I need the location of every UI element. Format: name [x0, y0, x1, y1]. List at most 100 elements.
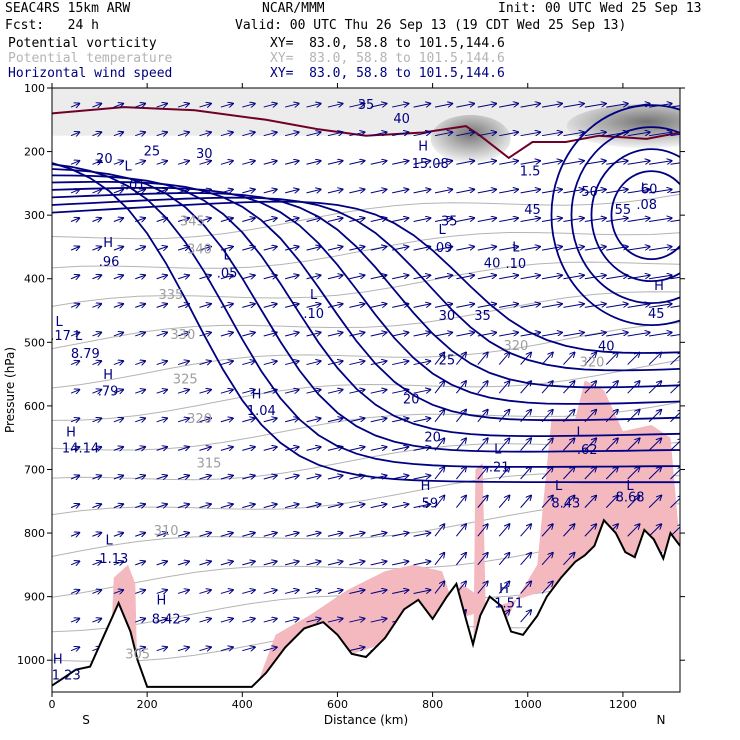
wind-vector [327, 104, 343, 108]
wind-speed-label: 40 [393, 112, 410, 127]
field-pv-name: Potential vorticity [8, 36, 157, 51]
wind-vector [392, 390, 408, 394]
x-tick-label: 400 [232, 698, 253, 711]
wind-vector [520, 467, 531, 480]
wind-vector [541, 581, 553, 594]
wind-vector [413, 132, 431, 137]
wind-vector [541, 410, 553, 423]
wind-vector [199, 332, 210, 336]
wind-vector [413, 247, 431, 251]
wind-vector [392, 132, 408, 136]
wind-vector [199, 218, 210, 222]
wind-vector [606, 104, 627, 108]
wind-vector [477, 381, 488, 394]
valid-time: Valid: 00 UTC Thu 26 Sep 13 (19 CDT Wed … [235, 18, 627, 33]
wind-vector [349, 390, 364, 394]
wind-speed-label: 40 [598, 340, 615, 355]
wind-vector [113, 304, 123, 308]
pv-extrema-label: L [494, 443, 502, 458]
wind-vector [242, 275, 254, 279]
wind-vector [434, 332, 452, 337]
pv-positive-region [256, 380, 680, 686]
wind-vector [499, 218, 518, 223]
wind-vector [135, 218, 145, 222]
pv-extrema-label: .09 [432, 241, 453, 256]
wind-vector [135, 418, 145, 422]
field-theta-xy: XY= 83.0, 58.8 to 101.5,144.6 [270, 51, 505, 66]
pv-extrema-label: L [124, 160, 132, 175]
wind-vector [456, 353, 466, 365]
wind-vector [627, 332, 650, 337]
wind-vector [392, 104, 408, 108]
wind-vector [520, 581, 531, 594]
wind-vector [306, 476, 321, 480]
wind-vector [456, 275, 474, 280]
wind-vector [498, 381, 509, 394]
wind-vector [199, 476, 210, 480]
wind-vector [156, 189, 167, 193]
wind-vector [113, 189, 123, 193]
wind-vector [327, 275, 343, 279]
wind-vector [627, 496, 640, 508]
y-tick-label: 500 [24, 336, 45, 349]
wind-vector [70, 247, 79, 251]
wind-vector [434, 410, 444, 423]
wind-vector [349, 504, 364, 508]
wind-vector [92, 619, 101, 623]
wind-vector [349, 104, 364, 108]
wind-speed-label: 45 [648, 307, 665, 322]
wind-vector [584, 304, 606, 308]
x-axis-title: Distance (km) [324, 713, 408, 727]
wind-vector [113, 390, 123, 394]
wind-vector [156, 161, 167, 165]
wind-vector [177, 304, 189, 308]
wind-vector [541, 332, 562, 337]
wind-vector [413, 533, 431, 537]
wind-vector [177, 533, 189, 537]
pv-extrema-label: .79 [98, 385, 119, 400]
wind-vector [199, 504, 210, 508]
pv-extrema-label: 14.14 [62, 441, 99, 456]
wind-vector [434, 304, 452, 308]
wind-vector [242, 104, 254, 108]
wind-speed-label: 35 [441, 214, 458, 229]
wind-vector [370, 189, 387, 193]
wind-vector [434, 104, 452, 108]
wind-vector [70, 647, 79, 651]
wind-vector [263, 619, 277, 623]
wind-vector [263, 132, 277, 136]
wind-vector [242, 189, 254, 193]
wind-vector [263, 647, 277, 651]
wind-vector [541, 218, 562, 223]
wind-vector [306, 390, 321, 394]
wind-vector [199, 189, 210, 193]
wind-vector [327, 161, 343, 165]
wind-vector [413, 561, 431, 566]
wind-vector [327, 504, 343, 508]
wind-vector [606, 132, 627, 137]
wind-vector [370, 332, 387, 336]
wind-vector [135, 275, 145, 279]
wind-vector [327, 533, 343, 537]
wind-vector [392, 189, 408, 193]
wind-vector [456, 496, 466, 508]
wind-vector [520, 353, 531, 365]
x-axis-south-label: S [82, 713, 90, 727]
wind-vector [135, 361, 145, 365]
wind-vector [177, 104, 189, 108]
wind-vector [113, 247, 123, 251]
wind-vector [113, 533, 123, 537]
field-wind-xy: XY= 83.0, 58.8 to 101.5,144.6 [270, 66, 505, 81]
terrain-line [52, 518, 680, 688]
wind-speed-label: 45 [524, 203, 541, 218]
pv-extrema-label: L [576, 425, 584, 440]
wind-vector [606, 332, 627, 337]
y-tick-label: 800 [24, 527, 45, 540]
wind-vector [456, 524, 466, 537]
wind-vector [306, 447, 321, 451]
wind-vector [135, 447, 145, 451]
wind-vector [156, 218, 167, 222]
wind-speed-contour [52, 192, 680, 389]
wind-vector [370, 247, 387, 251]
